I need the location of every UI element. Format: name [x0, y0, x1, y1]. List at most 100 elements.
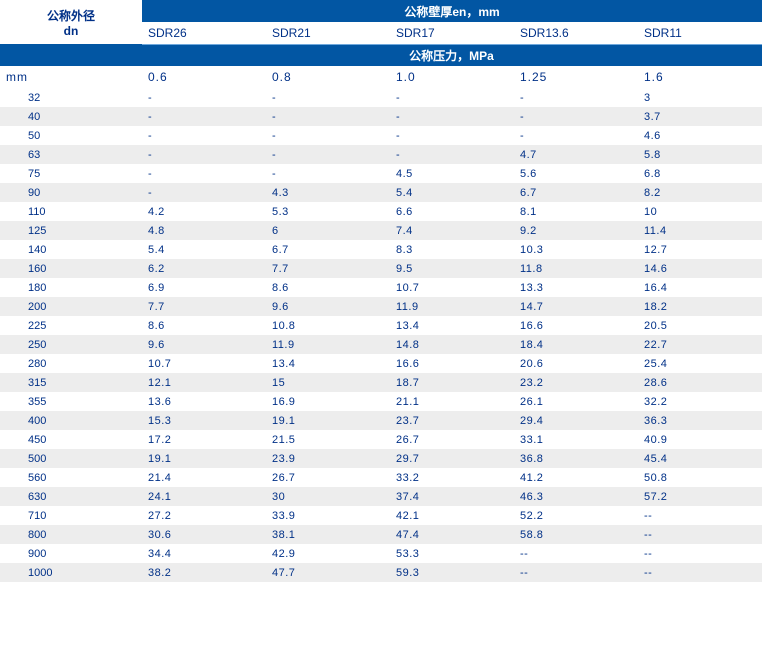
value-cell: - [142, 145, 266, 164]
col-header-dn: 公称外径 dn [0, 0, 142, 44]
size-cell: 140 [0, 240, 142, 259]
value-cell: 12.7 [638, 240, 762, 259]
value-cell: 4.2 [142, 202, 266, 221]
value-cell: 13.4 [266, 354, 390, 373]
size-cell: 450 [0, 430, 142, 449]
table-row: 35513.616.921.126.132.2 [0, 392, 762, 411]
value-cell: 45.4 [638, 449, 762, 468]
col-header-sdr21: SDR21 [266, 22, 390, 44]
value-cell: 11.9 [390, 297, 514, 316]
value-cell: 9.6 [142, 335, 266, 354]
pipe-spec-table: 公称外径 dn 公称壁厚en，mm SDR26 SDR21 SDR17 SDR1… [0, 0, 762, 582]
table-row: 50----4.6 [0, 126, 762, 145]
value-cell: 34.4 [142, 544, 266, 563]
value-cell: 32.2 [638, 392, 762, 411]
table-row: 56021.426.733.241.250.8 [0, 468, 762, 487]
size-cell: 50 [0, 126, 142, 145]
value-cell: 23.7 [390, 411, 514, 430]
value-cell: 3.7 [638, 107, 762, 126]
value-cell: - [390, 107, 514, 126]
value-cell: 11.4 [638, 221, 762, 240]
value-cell: 59.3 [390, 563, 514, 582]
dn-label-1: 公称外径 [47, 9, 95, 23]
value-cell: 36.8 [514, 449, 638, 468]
pressure-1-25: 1.25 [514, 66, 638, 88]
value-cell: -- [638, 525, 762, 544]
value-cell: 41.2 [514, 468, 638, 487]
value-cell: 33.2 [390, 468, 514, 487]
value-cell: 10.3 [514, 240, 638, 259]
value-cell: 4.5 [390, 164, 514, 183]
size-cell: 200 [0, 297, 142, 316]
table-row: 100038.247.759.3---- [0, 563, 762, 582]
value-cell: 28.6 [638, 373, 762, 392]
value-cell: 4.7 [514, 145, 638, 164]
value-cell: 46.3 [514, 487, 638, 506]
pressure-0-8: 0.8 [266, 66, 390, 88]
col-header-sdr26: SDR26 [142, 22, 266, 44]
value-cell: 15.3 [142, 411, 266, 430]
size-cell: 180 [0, 278, 142, 297]
value-cell: 23.2 [514, 373, 638, 392]
value-cell: 57.2 [638, 487, 762, 506]
value-cell: 6.9 [142, 278, 266, 297]
value-cell: 38.1 [266, 525, 390, 544]
value-cell: 13.4 [390, 316, 514, 335]
value-cell: 8.2 [638, 183, 762, 202]
value-cell: 16.4 [638, 278, 762, 297]
table-row: 45017.221.526.733.140.9 [0, 430, 762, 449]
table-row: 40015.319.123.729.436.3 [0, 411, 762, 430]
col-header-sdr17: SDR17 [390, 22, 514, 44]
value-cell: - [390, 126, 514, 145]
value-cell: 6.2 [142, 259, 266, 278]
value-cell: 5.3 [266, 202, 390, 221]
table-row: 75--4.55.66.8 [0, 164, 762, 183]
value-cell: 18.4 [514, 335, 638, 354]
value-cell: - [390, 88, 514, 107]
value-cell: 14.7 [514, 297, 638, 316]
value-cell: 5.4 [142, 240, 266, 259]
size-cell: 500 [0, 449, 142, 468]
value-cell: 47.7 [266, 563, 390, 582]
value-cell: - [514, 126, 638, 145]
value-cell: 40.9 [638, 430, 762, 449]
value-cell: 7.7 [142, 297, 266, 316]
value-cell: 3 [638, 88, 762, 107]
value-cell: 42.1 [390, 506, 514, 525]
value-cell: 5.6 [514, 164, 638, 183]
value-cell: - [266, 88, 390, 107]
value-cell: - [514, 107, 638, 126]
table-row: 63---4.75.8 [0, 145, 762, 164]
table-row: 50019.123.929.736.845.4 [0, 449, 762, 468]
value-cell: 7.4 [390, 221, 514, 240]
value-cell: 16.9 [266, 392, 390, 411]
size-cell: 125 [0, 221, 142, 240]
value-cell: 18.2 [638, 297, 762, 316]
value-cell: -- [514, 544, 638, 563]
value-cell: -- [638, 563, 762, 582]
value-cell: - [266, 126, 390, 145]
value-cell: 6.8 [638, 164, 762, 183]
value-cell: - [142, 107, 266, 126]
value-cell: 10.7 [142, 354, 266, 373]
value-cell: 8.3 [390, 240, 514, 259]
value-cell: 10.7 [390, 278, 514, 297]
value-cell: 30.6 [142, 525, 266, 544]
table-row: 2509.611.914.818.422.7 [0, 335, 762, 354]
table-row: 28010.713.416.620.625.4 [0, 354, 762, 373]
value-cell: 33.9 [266, 506, 390, 525]
value-cell: - [142, 164, 266, 183]
value-cell: 13.6 [142, 392, 266, 411]
value-cell: 6.7 [266, 240, 390, 259]
value-cell: 47.4 [390, 525, 514, 544]
value-cell: 15 [266, 373, 390, 392]
size-cell: 225 [0, 316, 142, 335]
table-row: 40----3.7 [0, 107, 762, 126]
value-cell: 17.2 [142, 430, 266, 449]
size-cell: 315 [0, 373, 142, 392]
value-cell: 29.4 [514, 411, 638, 430]
value-cell: 30 [266, 487, 390, 506]
value-cell: 37.4 [390, 487, 514, 506]
value-cell: - [514, 88, 638, 107]
pressure-0-6: 0.6 [142, 66, 266, 88]
